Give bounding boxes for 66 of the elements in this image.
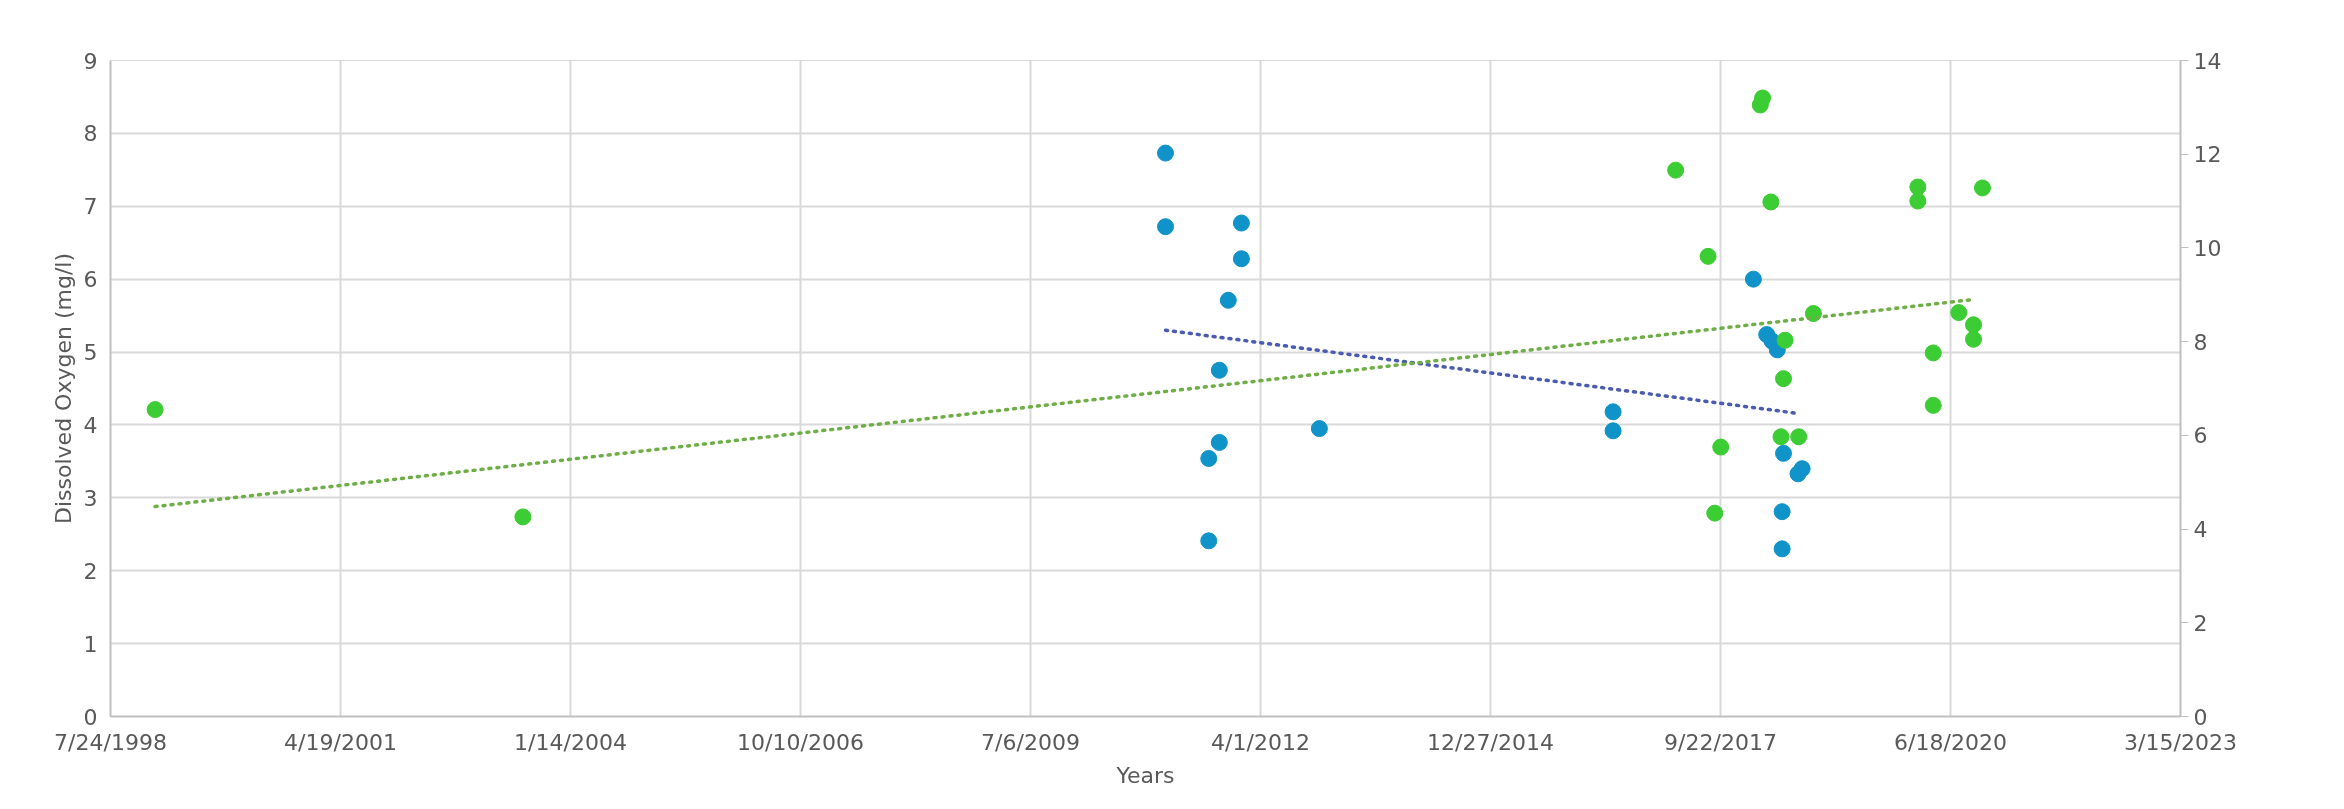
point [1789, 465, 1807, 483]
point [1924, 344, 1942, 362]
point [1775, 444, 1793, 462]
y-tick-label: 7 [83, 194, 98, 220]
point [1762, 193, 1780, 211]
x-tick-label: 3/15/2023 [2124, 729, 2237, 755]
point [1699, 247, 1717, 265]
point [1219, 291, 1237, 309]
x-tick-label: 4/19/2001 [284, 729, 397, 755]
point [1744, 270, 1762, 288]
point [1157, 144, 1175, 162]
point [1210, 361, 1228, 379]
y-tick-label: 9 [83, 48, 98, 74]
point [1310, 420, 1328, 438]
point [1200, 532, 1218, 550]
y2-tick-label: 4 [2193, 517, 2208, 543]
y2-tick-label: 10 [2193, 235, 2222, 261]
point [146, 401, 164, 419]
y-axis-title: Dissolved Oxygen (mg/l) [50, 253, 76, 524]
y-tick-label: 3 [83, 485, 98, 511]
point [1200, 449, 1218, 467]
point [1950, 304, 1968, 322]
x-axis-title: Years [1115, 762, 1175, 788]
x-tick-label: 6/18/2020 [1894, 729, 2007, 755]
y2-tick-label: 2 [2193, 610, 2208, 636]
x-tick-label: 12/27/2014 [1427, 729, 1554, 755]
y2-tick-label: 12 [2193, 142, 2222, 168]
point [1909, 192, 1927, 210]
x-tick-label: 1/14/2004 [514, 729, 627, 755]
x-tick-label: 7/24/1998 [54, 729, 167, 755]
point [1776, 331, 1794, 349]
point [1973, 179, 1991, 197]
point [1790, 428, 1808, 446]
y-tick-label: 8 [83, 121, 98, 147]
y-tick-label: 4 [83, 412, 98, 438]
point [1157, 218, 1175, 236]
point [1232, 250, 1250, 268]
x-tick-label: 10/10/2006 [737, 729, 864, 755]
y2-tick-label: 8 [2193, 329, 2208, 355]
point [1232, 214, 1250, 232]
y-tick-label: 1 [83, 631, 98, 657]
x-tick-label: 4/1/2012 [1211, 729, 1310, 755]
point [1772, 428, 1790, 446]
point [1604, 403, 1622, 421]
point [1210, 433, 1228, 451]
y2-tick-label: 6 [2193, 423, 2208, 449]
point [514, 508, 532, 526]
x-tick-label: 9/22/2017 [1664, 729, 1777, 755]
y-tick-label: 2 [83, 558, 98, 584]
point [1924, 396, 1942, 414]
y2-tick-label: 0 [2193, 704, 2208, 730]
y-tick-label: 0 [83, 704, 98, 730]
point [1965, 316, 1982, 334]
point [1773, 540, 1791, 558]
point [1909, 178, 1927, 196]
point [1712, 438, 1730, 456]
point [1667, 161, 1685, 179]
point [1775, 370, 1793, 388]
point [1773, 503, 1791, 521]
y-tick-label: 5 [83, 340, 98, 366]
point [1604, 422, 1622, 440]
point [1706, 504, 1724, 522]
y2-tick-label: 14 [2193, 48, 2222, 74]
point [1965, 330, 1982, 348]
x-tick-label: 7/6/2009 [981, 729, 1080, 755]
y-tick-label: 6 [83, 267, 98, 293]
